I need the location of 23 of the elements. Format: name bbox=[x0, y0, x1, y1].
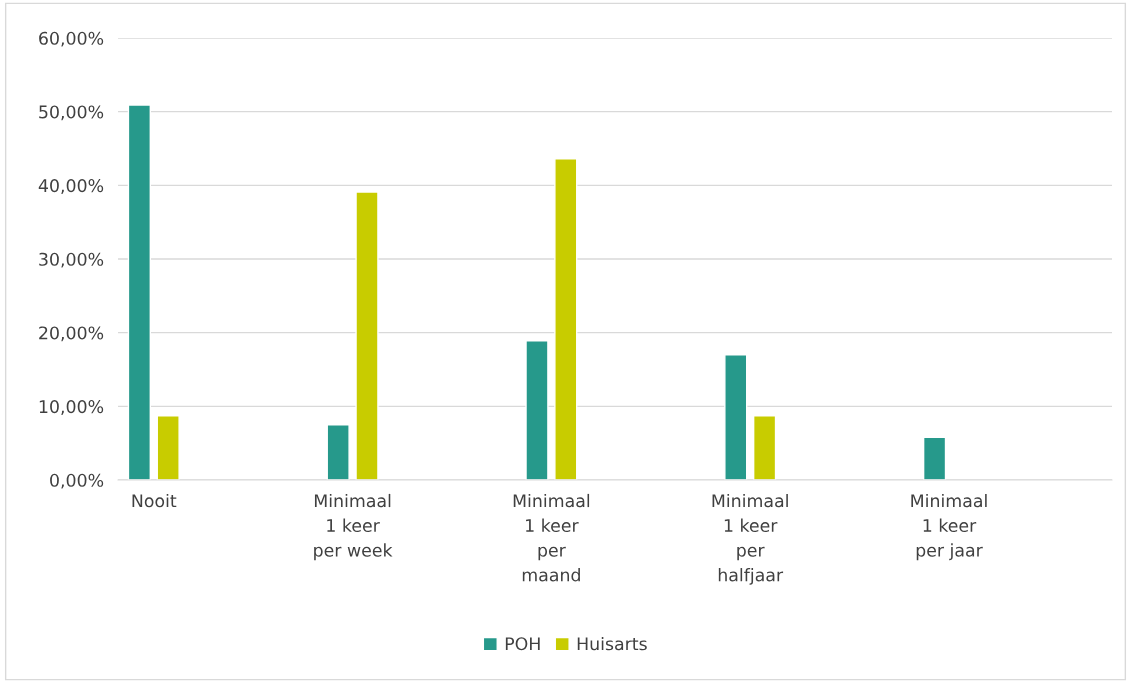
x-tick-label: Minimaal 1 keer per halfjaar bbox=[712, 493, 788, 585]
x-tick-label: Minimaal 1 keer per maand bbox=[513, 493, 590, 582]
legend-label: Huisarts bbox=[577, 636, 647, 651]
y-tick-label: 20,00% bbox=[39, 326, 104, 342]
x-tick-label: Minimaal 1 keer per week bbox=[314, 493, 393, 561]
y-tick-label: 60,00% bbox=[39, 31, 104, 47]
y-tick-label: 50,00% bbox=[39, 105, 104, 121]
bar bbox=[326, 424, 350, 480]
y-tick-label: 40,00% bbox=[38, 179, 104, 194]
y-tick-label: 0,00% bbox=[50, 473, 104, 489]
x-tick-label: Minimaal 1 keer per jaar bbox=[911, 493, 987, 561]
legend-label: POH bbox=[505, 637, 540, 651]
bar bbox=[127, 104, 152, 480]
x-tick-label: Nooit bbox=[132, 493, 177, 508]
y-tick-label: 10,00% bbox=[39, 400, 104, 415]
bar bbox=[922, 436, 947, 480]
bar bbox=[752, 415, 777, 480]
bar bbox=[724, 354, 748, 480]
bar bbox=[355, 191, 379, 480]
y-tick-label: 30,00% bbox=[39, 252, 104, 268]
bar bbox=[554, 158, 578, 480]
bar bbox=[525, 340, 549, 480]
bar bbox=[156, 415, 180, 480]
